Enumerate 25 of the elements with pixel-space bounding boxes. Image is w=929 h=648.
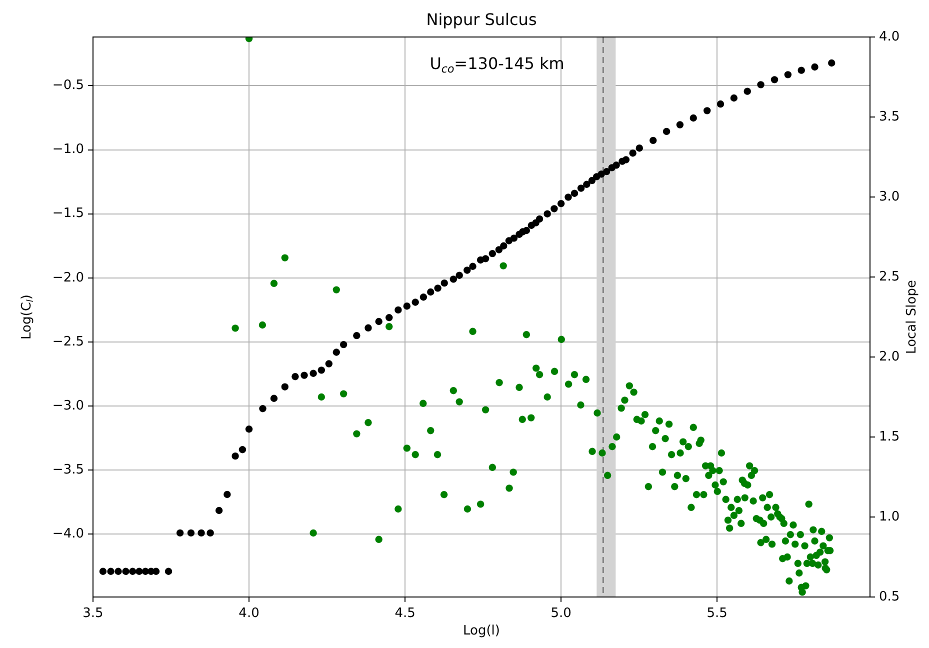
x-tick-label: 3.5	[82, 606, 104, 622]
y-tick-label: −4.0	[52, 526, 84, 542]
y2-tick-label: 1.0	[879, 509, 900, 524]
y2-tick-label: 2.5	[879, 269, 900, 284]
y2-axis-title: Local Slope	[904, 280, 920, 354]
x-tick-label: 5.0	[550, 606, 572, 622]
y2-tick-label: 3.5	[879, 109, 900, 124]
y2-tick-label: 4.0	[879, 29, 900, 44]
y-tick-label: −1.0	[52, 142, 84, 158]
y-tick-label: −0.5	[52, 78, 84, 94]
y2-tick-label: 2.0	[879, 349, 900, 364]
x-tick-label: 5.5	[706, 606, 728, 622]
y2-tick-label: 3.0	[879, 189, 900, 204]
y-tick-label: −2.0	[52, 270, 84, 286]
chart-title: Nippur Sulcus	[426, 10, 537, 30]
x-tick-label: 4.0	[238, 606, 260, 622]
y-tick-label: −1.5	[52, 206, 84, 222]
y-axis-title: Log(Cl)	[19, 294, 36, 340]
x-axis-title: Log(l)	[463, 623, 500, 638]
y-tick-label: −2.5	[52, 334, 84, 350]
y2-tick-label: 1.5	[879, 429, 900, 444]
y2-tick-label: 0.5	[879, 589, 900, 604]
y-tick-label: −3.5	[52, 462, 84, 478]
x-tick-label: 4.5	[394, 606, 416, 622]
y-tick-label: −3.0	[52, 398, 84, 414]
